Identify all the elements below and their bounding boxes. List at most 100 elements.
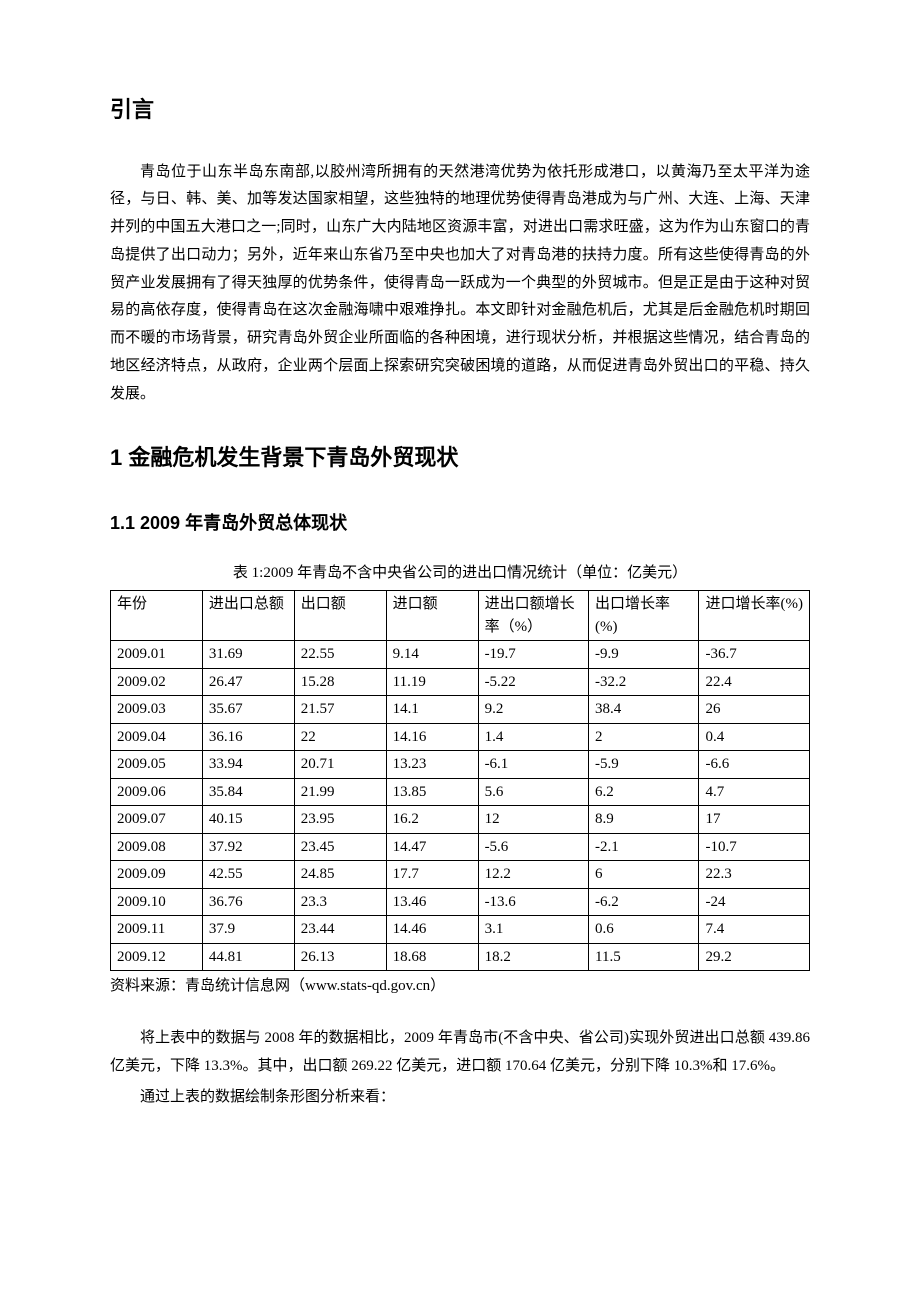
table-row: 2009.0942.5524.8517.712.2622.3 — [111, 861, 810, 889]
table-cell: 9.2 — [478, 696, 588, 724]
table-cell: 0.4 — [699, 723, 810, 751]
table-cell: 13.23 — [386, 751, 478, 779]
table-cell: 2009.03 — [111, 696, 203, 724]
table-cell: 36.76 — [202, 888, 294, 916]
table-cell: 11.5 — [589, 943, 699, 971]
table-source: 资料来源：青岛统计信息网（www.stats-qd.gov.cn） — [110, 973, 810, 1001]
table-cell: 40.15 — [202, 806, 294, 834]
table-row: 2009.0740.1523.9516.2128.917 — [111, 806, 810, 834]
table-cell: 22.4 — [699, 668, 810, 696]
table-cell: 21.57 — [294, 696, 386, 724]
table-cell: 42.55 — [202, 861, 294, 889]
table-cell: 0.6 — [589, 916, 699, 944]
table-cell: 21.99 — [294, 778, 386, 806]
table-cell: 11.19 — [386, 668, 478, 696]
table-cell: -2.1 — [589, 833, 699, 861]
table-cell: 13.85 — [386, 778, 478, 806]
table-cell: 1.4 — [478, 723, 588, 751]
table-cell: 3.1 — [478, 916, 588, 944]
table-cell: 23.45 — [294, 833, 386, 861]
paragraph-after-table-2: 通过上表的数据绘制条形图分析来看： — [110, 1084, 810, 1112]
table-cell: -9.9 — [589, 641, 699, 669]
table-cell: 16.2 — [386, 806, 478, 834]
paragraph-intro: 青岛位于山东半岛东南部,以胶州湾所拥有的天然港湾优势为依托形成港口，以黄海乃至太… — [110, 159, 810, 409]
table-row: 2009.1137.923.4414.463.10.67.4 — [111, 916, 810, 944]
table-cell: -6.6 — [699, 751, 810, 779]
table-cell: 20.71 — [294, 751, 386, 779]
table-cell: 2009.06 — [111, 778, 203, 806]
table-row: 2009.0226.4715.2811.19-5.22-32.222.4 — [111, 668, 810, 696]
table-row: 2009.0335.6721.5714.19.238.426 — [111, 696, 810, 724]
table-row: 2009.0131.6922.559.14-19.7-9.9-36.7 — [111, 641, 810, 669]
table-header-cell: 进口增长率(%) — [699, 591, 810, 641]
table-header-cell: 进口额 — [386, 591, 478, 641]
table-cell: 2009.04 — [111, 723, 203, 751]
table-cell: 22.3 — [699, 861, 810, 889]
table-cell: -5.6 — [478, 833, 588, 861]
paragraph-after-table-1: 将上表中的数据与 2008 年的数据相比，2009 年青岛市(不含中央、省公司)… — [110, 1025, 810, 1081]
table-cell: 2009.09 — [111, 861, 203, 889]
table-cell: 38.4 — [589, 696, 699, 724]
table-header-row: 年份进出口总额出口额进口额进出口额增长率（%）出口增长率(%)进口增长率(%) — [111, 591, 810, 641]
table-row: 2009.1036.7623.313.46-13.6-6.2-24 — [111, 888, 810, 916]
table-cell: -13.6 — [478, 888, 588, 916]
table-cell: 33.94 — [202, 751, 294, 779]
table-header-cell: 进出口额增长率（%） — [478, 591, 588, 641]
table-cell: 17.7 — [386, 861, 478, 889]
table-cell: 14.46 — [386, 916, 478, 944]
table-cell: 24.85 — [294, 861, 386, 889]
table-cell: 2009.08 — [111, 833, 203, 861]
table-cell: 22.55 — [294, 641, 386, 669]
table-cell: 13.46 — [386, 888, 478, 916]
table-cell: 15.28 — [294, 668, 386, 696]
document-page: 引言 青岛位于山东半岛东南部,以胶州湾所拥有的天然港湾优势为依托形成港口，以黄海… — [0, 0, 920, 1176]
table-cell: 2009.01 — [111, 641, 203, 669]
heading-section-1: 1 金融危机发生背景下青岛外贸现状 — [110, 438, 810, 479]
table-cell: 2 — [589, 723, 699, 751]
table-cell: 37.9 — [202, 916, 294, 944]
table-row: 2009.0635.8421.9913.855.66.24.7 — [111, 778, 810, 806]
table-cell: 2009.12 — [111, 943, 203, 971]
table-cell: 2009.02 — [111, 668, 203, 696]
table-cell: 22 — [294, 723, 386, 751]
table-cell: 35.84 — [202, 778, 294, 806]
table-cell: 26.47 — [202, 668, 294, 696]
table-cell: 31.69 — [202, 641, 294, 669]
table-cell: -36.7 — [699, 641, 810, 669]
table-cell: 14.47 — [386, 833, 478, 861]
table-cell: -24 — [699, 888, 810, 916]
table-cell: 26.13 — [294, 943, 386, 971]
table-cell: 2009.07 — [111, 806, 203, 834]
table-cell: 18.2 — [478, 943, 588, 971]
table-header-cell: 年份 — [111, 591, 203, 641]
table-cell: 2009.05 — [111, 751, 203, 779]
table-caption: 表 1:2009 年青岛不含中央省公司的进出口情况统计（单位：亿美元） — [110, 560, 810, 588]
table-cell: 35.67 — [202, 696, 294, 724]
table-cell: 7.4 — [699, 916, 810, 944]
heading-section-1-1: 1.1 2009 年青岛外贸总体现状 — [110, 507, 810, 540]
table-cell: 23.3 — [294, 888, 386, 916]
table-head: 年份进出口总额出口额进口额进出口额增长率（%）出口增长率(%)进口增长率(%) — [111, 591, 810, 641]
table-row: 2009.1244.8126.1318.6818.211.529.2 — [111, 943, 810, 971]
table-cell: 36.16 — [202, 723, 294, 751]
table-cell: 5.6 — [478, 778, 588, 806]
table-cell: 26 — [699, 696, 810, 724]
table-header-cell: 出口增长率(%) — [589, 591, 699, 641]
table-cell: -5.22 — [478, 668, 588, 696]
table-body: 2009.0131.6922.559.14-19.7-9.9-36.72009.… — [111, 641, 810, 971]
table-cell: 44.81 — [202, 943, 294, 971]
table-cell: 8.9 — [589, 806, 699, 834]
table-cell: 23.44 — [294, 916, 386, 944]
table-row: 2009.0436.162214.161.420.4 — [111, 723, 810, 751]
table-cell: 12.2 — [478, 861, 588, 889]
table-cell: 6 — [589, 861, 699, 889]
table-cell: -19.7 — [478, 641, 588, 669]
table-row: 2009.0837.9223.4514.47-5.6-2.1-10.7 — [111, 833, 810, 861]
table-cell: 37.92 — [202, 833, 294, 861]
table-cell: -10.7 — [699, 833, 810, 861]
trade-stats-table: 年份进出口总额出口额进口额进出口额增长率（%）出口增长率(%)进口增长率(%) … — [110, 590, 810, 971]
table-cell: -32.2 — [589, 668, 699, 696]
table-cell: 12 — [478, 806, 588, 834]
table-header-cell: 出口额 — [294, 591, 386, 641]
table-cell: 17 — [699, 806, 810, 834]
